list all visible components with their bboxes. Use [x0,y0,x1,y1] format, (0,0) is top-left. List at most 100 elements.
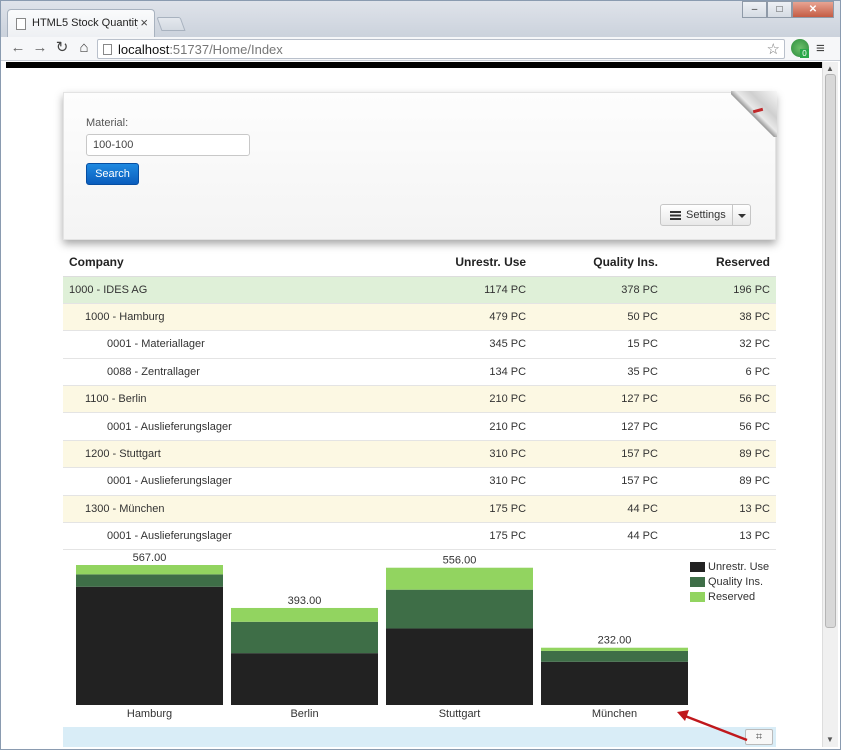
cell-unrestr-use: 175 PC [389,495,533,524]
header-quality-ins[interactable]: Quality Ins. [532,248,664,277]
chart-legend: Unrestr. Use Quality Ins. Reserved [690,559,769,604]
table-row[interactable]: 0001 - Materiallager 345 PC 15 PC 32 PC [63,330,776,359]
forward-arrow-icon[interactable]: → [32,39,48,56]
bar-segment[interactable] [386,628,533,705]
settings-label: Settings [686,209,726,221]
bottom-strip: ⌗ [63,727,776,747]
legend-label: Reserved [708,590,756,603]
legend-item[interactable]: Unrestr. Use [690,559,769,574]
category-label: Berlin [290,708,318,720]
title-bar: HTML5 Stock Quantity De × – □ ✕ [1,1,840,37]
table-row[interactable]: 1300 - München 175 PC 44 PC 13 PC [63,495,776,524]
cell-quality-ins: 35 PC [532,358,664,387]
scroll-up-icon[interactable]: ▲ [826,64,834,73]
cell-unrestr-use: 175 PC [389,522,533,551]
bar-segment[interactable] [231,607,378,622]
cell-unrestr-use: 479 PC [389,303,533,332]
table-row[interactable]: 1200 - Stuttgart 310 PC 157 PC 89 PC [63,440,776,469]
cell-unrestr-use: 310 PC [389,467,533,496]
legend-swatch [690,591,705,602]
legend-item[interactable]: Quality Ins. [690,574,769,589]
page-icon [16,18,26,30]
table-row[interactable]: 0001 - Auslieferungslager 210 PC 127 PC 56 … [63,412,776,441]
table-row[interactable]: 0088 - Zentrallager 134 PC 35 PC 6 PC [63,358,776,387]
bar-segment[interactable] [231,621,378,654]
close-tab-icon[interactable]: × [140,15,148,30]
stock-chart: 567.00 Hamburg 393.00 Berlin 556.00 Stuttgart… [63,552,776,727]
table-row[interactable]: 1000 - Hamburg 479 PC 50 PC 38 PC [63,303,776,332]
table-row[interactable]: 1000 - IDES AG 1174 PC 378 PC 196 PC [63,276,776,304]
bar-segment[interactable] [76,565,223,575]
bar-segment[interactable] [76,574,223,587]
bar-segment[interactable] [231,653,378,705]
cell-reserved: 13 PC [663,522,776,551]
cell-unrestr-use: 345 PC [389,330,533,359]
cell-quality-ins: 44 PC [532,495,664,524]
cell-company: 1300 - München [63,495,389,524]
legend-label: Unrestr. Use [708,560,770,573]
cell-unrestr-use: 134 PC [389,358,533,387]
annotation-arrow-icon [677,710,748,742]
cell-quality-ins: 44 PC [532,522,664,551]
cell-reserved: 196 PC [663,276,776,304]
settings-divider [732,205,733,225]
category-label: Hamburg [127,708,172,720]
new-tab-button[interactable] [156,17,186,31]
material-input[interactable] [86,134,250,156]
bar-segment[interactable] [541,650,688,662]
window-controls: – □ ✕ [742,1,834,18]
cell-company: 1000 - IDES AG [63,276,389,304]
menu-icon[interactable]: ≡ [816,40,825,57]
cell-quality-ins: 15 PC [532,330,664,359]
browser-tab[interactable]: HTML5 Stock Quantity De × [7,9,155,37]
legend-item[interactable]: Reserved [690,589,769,604]
cell-company: 0001 - Auslieferungslager [63,467,389,496]
bar-segment[interactable] [386,567,533,590]
cell-reserved: 13 PC [663,495,776,524]
bar-segment[interactable] [76,586,223,705]
cell-company: 1200 - Stuttgart [63,440,389,469]
close-window-button[interactable]: ✕ [792,1,834,18]
cell-reserved: 89 PC [663,440,776,469]
chevron-down-icon[interactable] [738,214,746,218]
cell-reserved: 38 PC [663,303,776,332]
chart-tool-icon[interactable]: ⌗ [745,729,773,745]
table-body: 1000 - IDES AG 1174 PC 378 PC 196 PC 1000 - … [63,276,776,551]
cell-unrestr-use: 310 PC [389,440,533,469]
bar-segment[interactable] [541,647,688,651]
home-icon[interactable]: ⌂ [79,39,89,56]
tab-title: HTML5 Stock Quantity De [32,17,138,29]
header-unrestr-use[interactable]: Unrestr. Use [389,248,533,277]
list-icon [670,211,681,220]
legend-swatch [690,561,705,572]
settings-button[interactable]: Settings [660,204,751,226]
scroll-down-icon[interactable]: ▼ [826,735,834,744]
top-black-bar [6,62,822,68]
url-text: localhost:51737/Home/Index [118,42,283,57]
search-button[interactable]: Search [86,163,139,185]
cell-reserved: 6 PC [663,358,776,387]
table-row[interactable]: 0001 - Auslieferungslager 310 PC 157 PC 89 … [63,467,776,496]
bookmark-star-icon[interactable]: ☆ [766,41,780,58]
page-curl-icon[interactable] [731,91,777,137]
stock-table: Company Unrestr. Use Quality Ins. Reserv… [63,248,776,551]
header-reserved[interactable]: Reserved [663,248,776,277]
bar-segment[interactable] [541,661,688,705]
category-label: Stuttgart [439,708,481,720]
scrollbar-thumb[interactable] [825,74,836,628]
minimize-button[interactable]: – [742,1,767,18]
browser-toolbar: ← → ↻ ⌂ localhost:51737/Home/Index ☆ 0 ≡ [1,37,840,61]
back-arrow-icon[interactable]: ← [10,39,26,56]
address-bar[interactable]: localhost:51737/Home/Index ☆ [97,39,785,59]
bar-segment[interactable] [386,589,533,629]
header-company[interactable]: Company [63,248,389,277]
maximize-button[interactable]: □ [767,1,792,18]
table-row[interactable]: 0001 - Auslieferungslager 175 PC 44 PC 13 P… [63,522,776,551]
vertical-scrollbar[interactable]: ▲ ▼ [822,62,838,747]
table-header-row: Company Unrestr. Use Quality Ins. Reserv… [63,248,776,277]
cell-quality-ins: 127 PC [532,385,664,414]
table-row[interactable]: 1100 - Berlin 210 PC 127 PC 56 PC [63,385,776,414]
reload-icon[interactable]: ↻ [55,39,69,56]
material-label: Material: [86,117,129,129]
